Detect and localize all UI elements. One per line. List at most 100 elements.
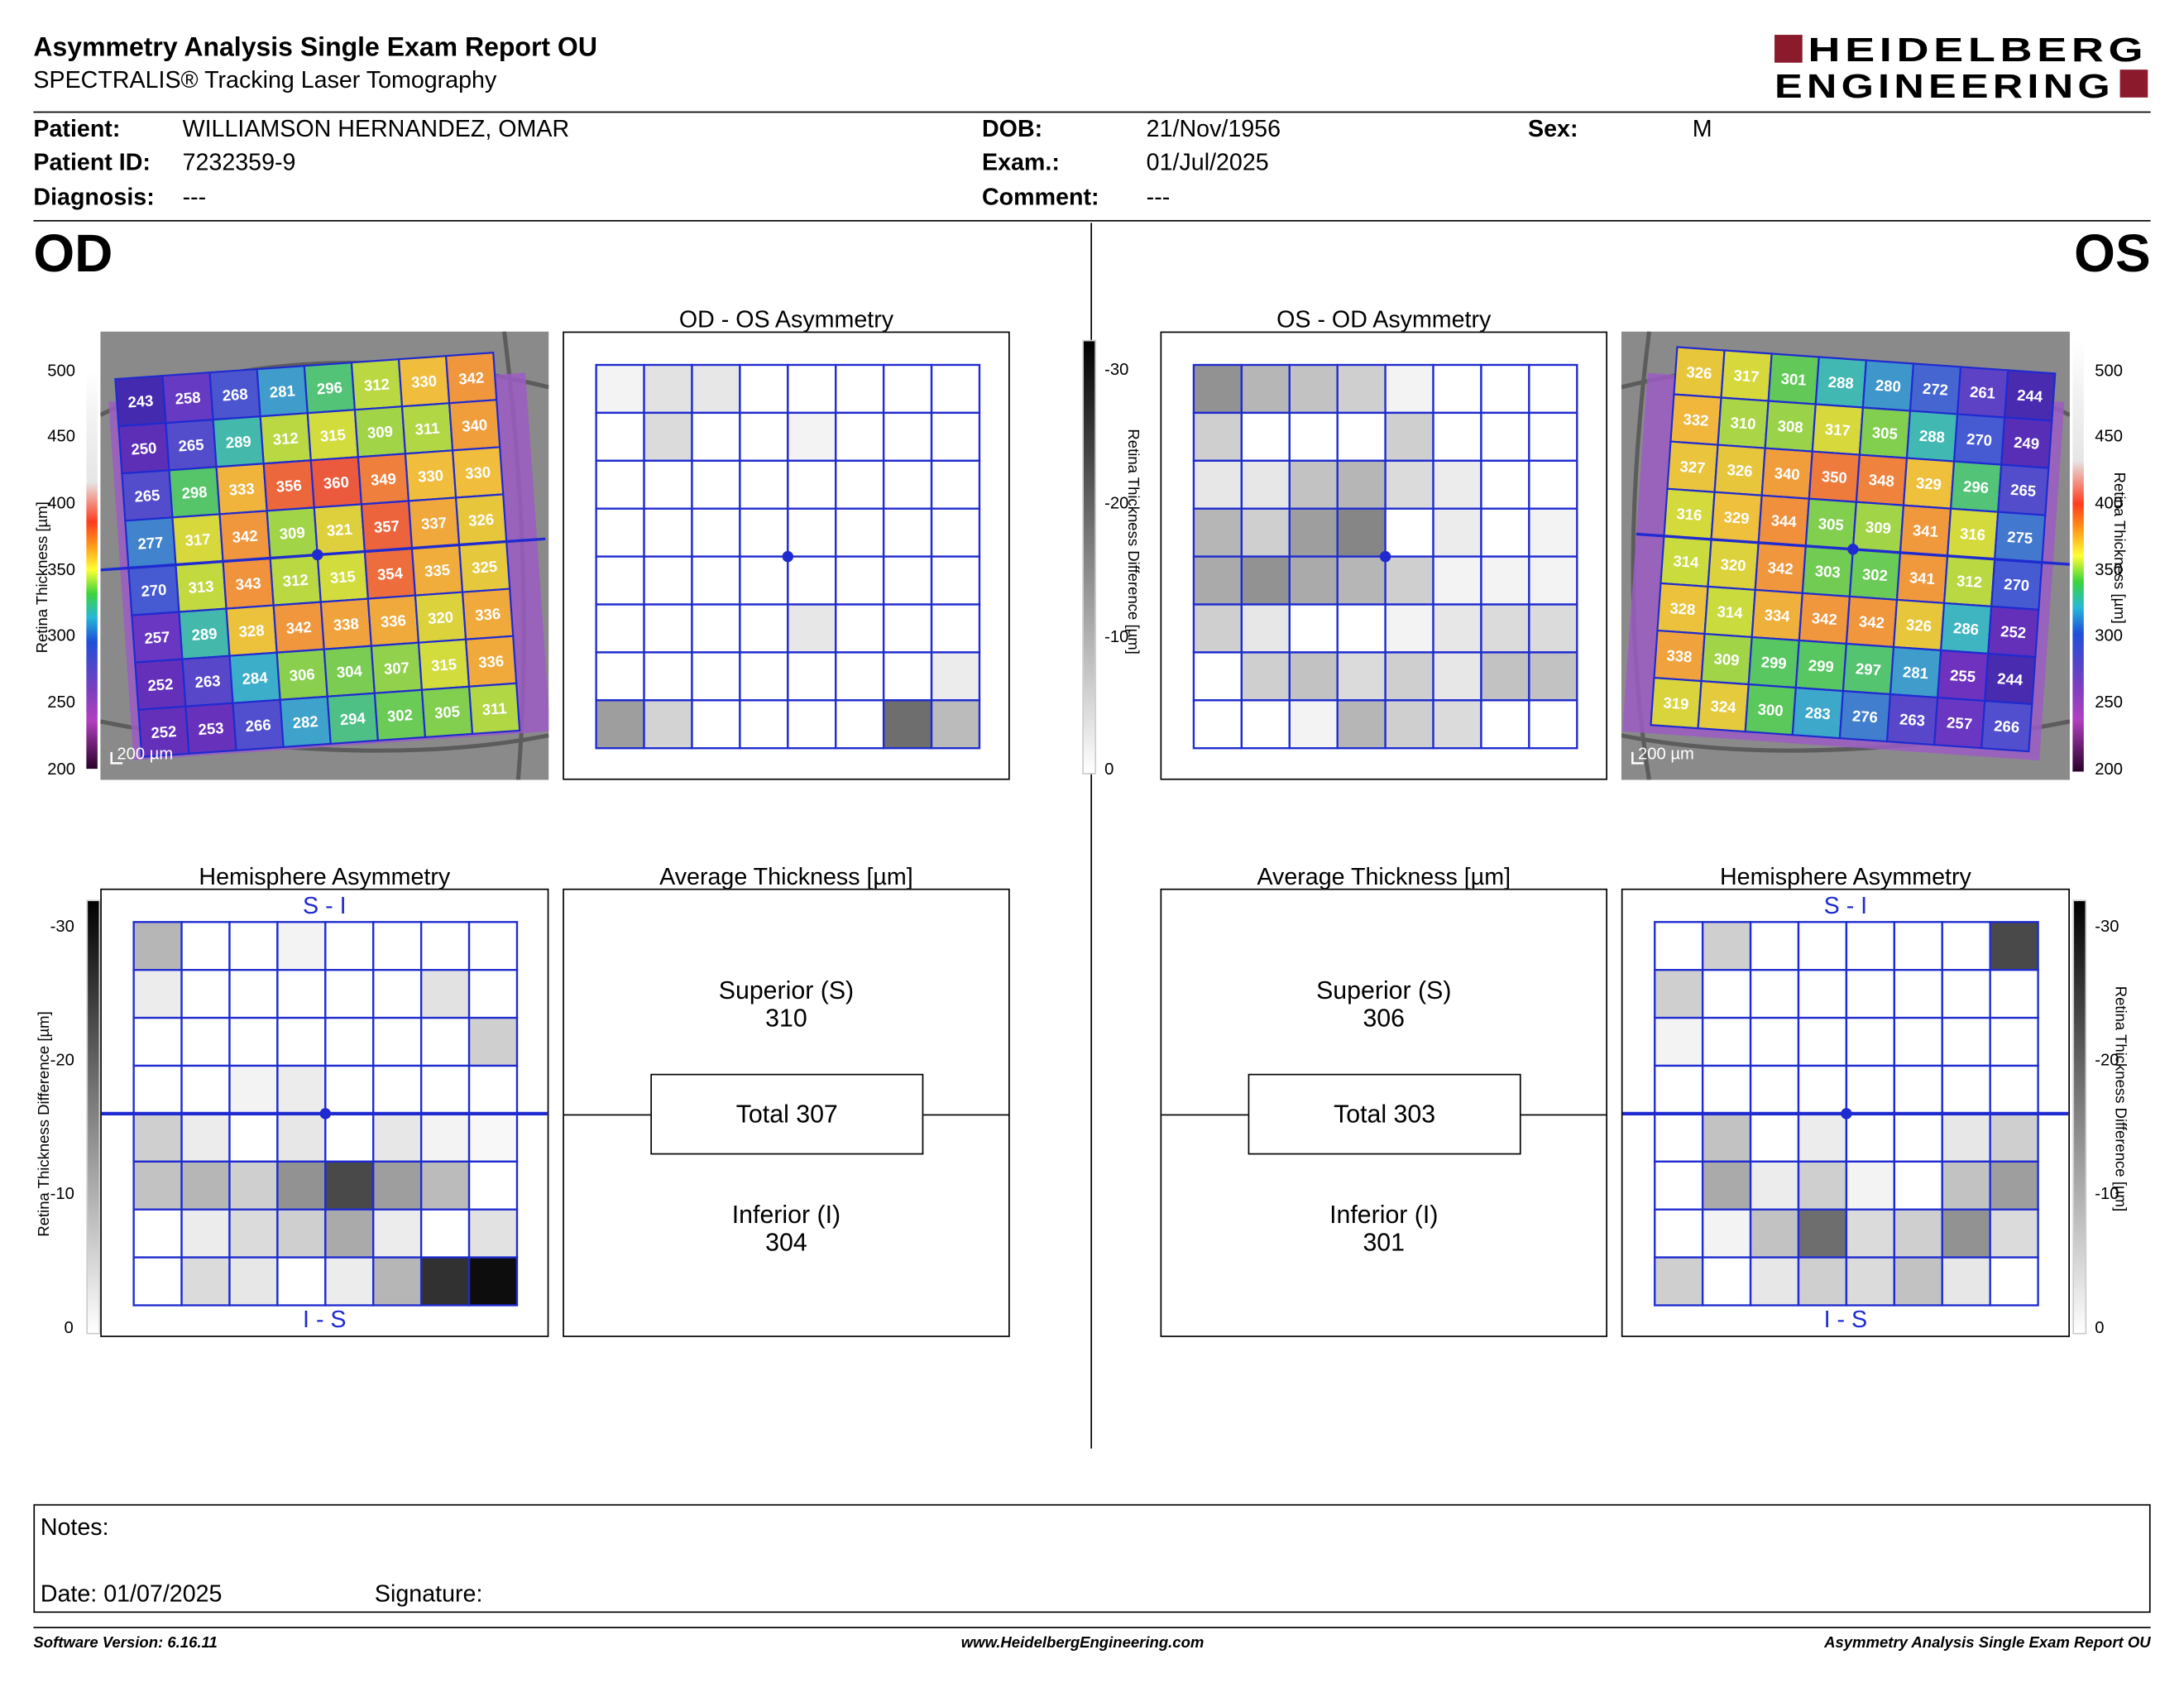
os-map-thickness-value: 296 — [1962, 477, 1989, 496]
os-asym-cell — [1528, 363, 1578, 415]
center-diff-tick-10: -10 — [1104, 626, 1129, 647]
od-map-thickness-value: 337 — [420, 514, 447, 533]
od-hemi-cell — [228, 1064, 279, 1115]
od-map-thickness-value: 340 — [462, 415, 488, 434]
os-heading: OS — [2074, 225, 2151, 285]
od-asym-cell — [595, 507, 645, 558]
od-asym-cell — [643, 411, 693, 462]
od-asym-cell — [930, 603, 981, 654]
os-map-thickness-value: 275 — [2007, 528, 2033, 547]
od-hemi-cell — [467, 1256, 519, 1307]
os-thick-tick-400: 400 — [2095, 492, 2124, 513]
od-hemi-cell — [132, 1112, 183, 1163]
exam-label: Exam.: — [982, 149, 1060, 176]
od-hemi-cell — [324, 969, 375, 1019]
od-hemi-cell — [276, 921, 327, 971]
od-map-thickness-value: 330 — [410, 372, 437, 391]
os-hemi-cell — [1845, 1016, 1896, 1067]
od-asym-cell — [691, 363, 741, 415]
os-hemi-tick-30: -30 — [2095, 916, 2119, 937]
os-hemi-cell — [1701, 1112, 1752, 1163]
od-map-thickness-value: 333 — [228, 480, 255, 499]
od-hemi-cell — [276, 1064, 327, 1115]
od-thick-tick-400: 400 — [47, 492, 75, 513]
od-hemi-cell — [467, 921, 519, 971]
os-map-thickness-value: 288 — [1918, 427, 1945, 446]
od-map-thickness-value: 312 — [363, 375, 390, 394]
os-hemi-cell — [1989, 1160, 2039, 1211]
os-map-thickness-value: 328 — [1669, 599, 1696, 618]
os-map-thickness-value: 326 — [1686, 363, 1712, 382]
footer-report-name: Asymmetry Analysis Single Exam Report OU — [1824, 1635, 2151, 1652]
od-asym-cell — [882, 411, 933, 462]
od-hemi-cell — [180, 1208, 231, 1259]
os-map-thickness-value: 340 — [1774, 464, 1800, 483]
od-map-scale-bar — [110, 751, 123, 765]
os-map-thickness-value: 257 — [1947, 713, 1973, 732]
os-asym-cell — [1192, 651, 1243, 702]
os-hemi-cell — [1941, 1160, 1991, 1211]
od-asym-cell — [882, 555, 933, 606]
os-asym-cell — [1528, 459, 1578, 510]
dob-value: 21/Nov/1956 — [1146, 115, 1281, 142]
od-hemi-cell — [180, 969, 231, 1019]
od-map-thickness-value: 313 — [188, 578, 214, 597]
os-asym-cell — [1432, 555, 1482, 606]
od-hemi-diff-colorbar — [86, 899, 101, 1335]
os-map-thickness-value: 338 — [1666, 646, 1693, 665]
os-map-scale-label: 200 µm — [1638, 743, 1694, 764]
center-diff-axis-label: Retina Thickness Difference [µm] — [1123, 429, 1141, 655]
od-map-thickness-value: 268 — [222, 385, 248, 404]
od-asym-cell — [691, 411, 741, 462]
notes-box[interactable]: Notes: Date: 01/07/2025 Signature: — [33, 1503, 2151, 1614]
os-hemi-cell — [1797, 921, 1848, 971]
os-map-thickness-value: 316 — [1959, 525, 1985, 544]
website-link[interactable]: www.HeidelbergEngineering.com — [960, 1635, 1205, 1652]
od-map-thickness-value: 311 — [414, 420, 440, 439]
od-superior-label: Superior (S) — [718, 976, 855, 1005]
os-hemi-cell — [1893, 1256, 1943, 1307]
os-hemi-cell — [1893, 1064, 1943, 1115]
os-hemi-cell — [1893, 921, 1943, 971]
os-hemi-cell — [1893, 1112, 1943, 1163]
od-map-thickness-value: 317 — [184, 530, 211, 549]
os-asym-cell — [1192, 699, 1243, 750]
od-asym-fovea-marker — [782, 550, 794, 563]
od-hemi-cell — [372, 1256, 423, 1307]
od-asym-cell — [835, 411, 885, 462]
os-hemi-cell — [1654, 1208, 1704, 1259]
os-map-thickness-value: 299 — [1808, 656, 1834, 675]
os-hemi-cell — [1701, 1016, 1752, 1067]
os-hemi-cell — [1845, 1160, 1896, 1211]
od-hemi-cell — [276, 1016, 327, 1067]
os-inferior-value: 301 — [1363, 1228, 1406, 1257]
od-total-label: Total 307 — [735, 1099, 838, 1128]
os-hemi-cell — [1701, 921, 1752, 971]
os-hemi-cell — [1749, 1256, 1800, 1307]
od-asym-cell — [595, 363, 645, 415]
os-hemi-cell — [1941, 969, 1991, 1019]
os-hemi-axis-label: Retina Thickness Difference [µm] — [2111, 985, 2129, 1212]
os-asym-panel — [1160, 331, 1607, 780]
od-heading: OD — [33, 225, 113, 285]
od-thickness-colorbar — [86, 370, 98, 770]
signature-label: Signature: — [374, 1580, 483, 1608]
os-superior-value: 306 — [1363, 1004, 1406, 1033]
os-asym-cell — [1384, 411, 1434, 462]
os-map-thickness-value: 303 — [1814, 562, 1841, 581]
os-asym-cell — [1384, 459, 1434, 510]
os-asym-cell — [1480, 603, 1530, 654]
od-map-thickness-value: 309 — [279, 524, 305, 543]
od-map-thickness-value: 343 — [235, 574, 261, 593]
os-asym-cell — [1432, 699, 1482, 750]
od-asym-cell — [595, 459, 645, 510]
report-subtitle: SPECTRALIS® Tracking Laser Tomography — [33, 66, 497, 94]
os-avg-panel: Superior (S) 306 Total 303 Inferior (I) … — [1160, 888, 1607, 1337]
os-hemi-diff-scale: -30 -20 -10 0 Retina Thickness Differenc… — [2070, 899, 2151, 1340]
od-map-thickness-value: 304 — [336, 662, 363, 681]
os-map-thickness-value: 305 — [1818, 515, 1844, 534]
od-asym-cell — [835, 555, 885, 606]
os-asym-cell — [1528, 411, 1578, 462]
od-asym-cell — [882, 651, 933, 702]
os-map-thickness-value: 342 — [1767, 559, 1794, 578]
